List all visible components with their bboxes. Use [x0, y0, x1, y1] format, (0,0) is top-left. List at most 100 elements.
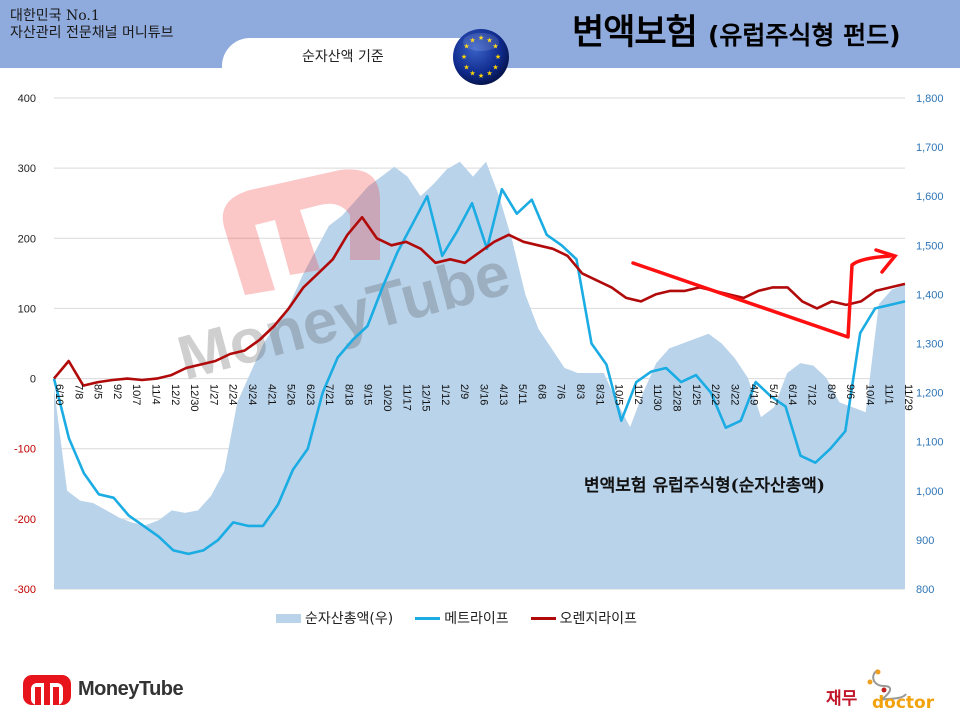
x-tick: 7/21	[323, 384, 335, 405]
svg-text:★: ★	[492, 43, 498, 51]
svg-text:★: ★	[463, 64, 469, 72]
x-tick: 12/2	[169, 384, 181, 405]
moneytube-text: MoneyTube	[78, 677, 184, 700]
x-tick: 8/5	[92, 384, 104, 399]
y-tick-right: 1,400	[916, 289, 944, 301]
x-tick: 8/18	[342, 384, 354, 405]
y-tick-right: 800	[916, 584, 934, 596]
x-tick: 8/9	[825, 384, 837, 399]
trend-arrow	[631, 254, 892, 339]
moneytube-m-icon	[23, 675, 71, 705]
x-tick: 4/21	[265, 384, 277, 405]
chart-annotation: 변액보험 유럽주식형(순자산총액)	[584, 476, 825, 496]
x-tick: 6/23	[304, 384, 316, 405]
x-tick: 5/17	[767, 384, 779, 405]
svg-text:★: ★	[486, 37, 492, 45]
svg-text:doctor: doctor	[872, 693, 935, 712]
y-tick-right: 900	[916, 535, 934, 547]
x-tick: 1/25	[690, 384, 702, 405]
x-tick: 2/22	[709, 384, 721, 405]
y-tick-left: 400	[18, 93, 36, 105]
brand-line-1: 대한민국 No.1	[10, 8, 100, 24]
trend-arrowhead-icon	[874, 248, 898, 274]
x-tick: 10/20	[381, 384, 393, 412]
x-tick: 7/8	[72, 384, 84, 399]
legend-swatch-area	[276, 613, 301, 623]
x-tick: 8/3	[574, 384, 586, 399]
x-tick: 3/16	[478, 384, 490, 405]
x-tick: 4/19	[748, 384, 760, 405]
x-tick: 12/30	[188, 384, 200, 412]
x-tick: 3/22	[728, 384, 740, 405]
y-tick-left: -100	[14, 444, 36, 456]
x-tick: 6/14	[786, 384, 798, 405]
x-tick: 5/11	[516, 384, 528, 405]
y-tick-right: 1,500	[916, 240, 944, 252]
x-tick: 12/28	[670, 384, 682, 412]
title-main: 변액보험	[572, 13, 698, 53]
y-tick-right: 1,600	[916, 191, 944, 203]
y-tick-right: 1,200	[916, 388, 944, 400]
legend-swatch-line	[415, 616, 441, 620]
svg-text:★: ★	[486, 70, 492, 78]
svg-text:★: ★	[495, 53, 501, 61]
metlife-line	[52, 187, 906, 556]
x-tick: 11/30	[651, 384, 663, 411]
legend-label: 메트라이프	[444, 611, 509, 627]
x-tick: 11/4	[149, 384, 161, 405]
x-tick: 11/1	[883, 384, 895, 405]
svg-text:★: ★	[492, 64, 498, 72]
title-sub: (유럽주식형 펀드)	[708, 21, 901, 50]
jaemu-doctor-logo: 재무 doctor	[826, 669, 935, 712]
x-tick: 10/7	[130, 384, 142, 405]
x-tick: 12/15	[420, 384, 432, 412]
y-tick-left: 100	[18, 303, 36, 315]
y-tick-right: 1,300	[916, 339, 944, 351]
legend-label: 오렌지라이프	[559, 611, 637, 627]
x-tick: 7/12	[806, 384, 818, 405]
svg-text:★: ★	[469, 70, 475, 78]
x-tick: 11/2	[632, 384, 644, 405]
x-tick: 1/12	[439, 384, 451, 405]
x-tick: 11/17	[400, 384, 412, 411]
x-tick: 5/26	[285, 384, 297, 405]
stethoscope-icon	[872, 669, 907, 701]
orangelife-line	[53, 215, 906, 387]
x-tick: 10/5	[613, 384, 625, 405]
brand-block: 대한민국 No.1 자산관리 전문채널 머니튜브	[10, 8, 173, 42]
x-tick: 2/9	[458, 384, 470, 399]
legend-item-orangelife: 오렌지라이프	[530, 608, 637, 628]
x-tick: 8/31	[593, 384, 605, 405]
y-tick-left: -200	[14, 514, 36, 526]
y-tick-right: 1,700	[916, 142, 944, 154]
x-tick: 10/4	[863, 384, 875, 405]
x-tick: 6/10	[53, 384, 65, 405]
svg-text:★: ★	[469, 37, 475, 45]
x-tick: 9/15	[362, 384, 374, 405]
y-tick-right: 1,100	[916, 437, 944, 449]
page-title: 변액보험 (유럽주식형 펀드)	[572, 4, 901, 55]
y-tick-left: 0	[30, 374, 36, 386]
legend-item-metlife: 메트라이프	[415, 608, 509, 628]
net-assets-area	[54, 161, 905, 590]
x-tick: 3/24	[246, 384, 258, 405]
y-tick-right: 1,800	[916, 93, 944, 105]
legend-item-net-assets: 순자산총액(우)	[276, 608, 393, 628]
svg-text:★: ★	[461, 53, 467, 61]
brand-line-2: 자산관리 전문채널 머니튜브	[10, 25, 174, 41]
eu-flag-icon: ★ ★★ ★★★ ★★★ ★★★	[453, 29, 509, 85]
x-tick: 7/6	[555, 384, 567, 399]
subtitle-tab	[222, 38, 482, 72]
x-tick: 9/2	[111, 384, 123, 399]
x-tick: 4/13	[497, 384, 509, 405]
legend-swatch-line	[530, 616, 556, 620]
svg-text:재무: 재무	[826, 689, 858, 709]
y-tick-left: -300	[14, 584, 36, 596]
subtitle-label: 순자산액 기준	[302, 49, 384, 65]
svg-text:★: ★	[478, 34, 484, 42]
y-tick-right: 1,000	[916, 486, 944, 498]
legend-label: 순자산총액(우)	[305, 611, 394, 627]
chart-legend: 순자산총액(우) 메트라이프 오렌지라이프	[276, 608, 659, 628]
x-tick: 1/27	[207, 384, 219, 405]
